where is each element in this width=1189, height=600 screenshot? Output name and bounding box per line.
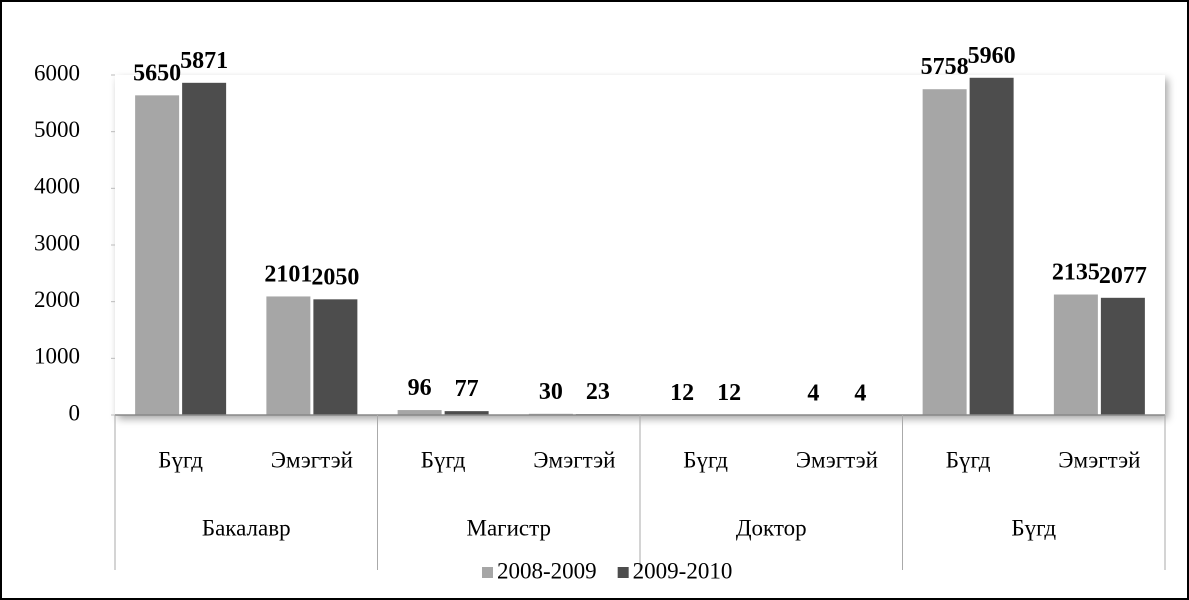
legend-swatch (617, 567, 629, 578)
value-label: 5758 (921, 54, 969, 80)
value-label: 2050 (311, 264, 359, 290)
legend-swatch (482, 567, 493, 578)
value-label: 77 (455, 376, 479, 402)
bar (134, 94, 181, 416)
x-tick-label: Бүгд (946, 447, 991, 472)
x-tick-label: Эмэгтэй (796, 447, 878, 472)
value-label: 12 (717, 380, 741, 406)
y-tick-label: 0 (69, 400, 81, 425)
value-label: 5650 (133, 60, 181, 86)
y-tick-label: 6000 (34, 60, 80, 85)
value-label: 12 (670, 380, 694, 406)
value-label: 5960 (968, 43, 1016, 69)
value-label: 2101 (264, 261, 312, 287)
y-tick-label: 1000 (34, 344, 80, 369)
x-tick-label: Бүгд (421, 447, 466, 472)
bar (1052, 293, 1099, 416)
bar (968, 76, 1015, 416)
y-tick-label: 3000 (34, 230, 80, 255)
group-label: Магистр (467, 515, 551, 540)
x-tick-label: Эмэгтэй (533, 447, 615, 472)
legend-label: 2009-2010 (633, 558, 733, 583)
y-tick-label: 4000 (34, 174, 80, 199)
x-tick-label: Бүгд (158, 447, 203, 472)
x-tick-label: Эмэгтэй (271, 447, 353, 472)
y-tick-label: 5000 (34, 117, 80, 142)
value-label: 23 (586, 379, 610, 405)
group-label: Бүгд (1011, 515, 1056, 540)
bar (396, 409, 443, 416)
value-label: 2135 (1052, 260, 1100, 286)
group-label: Доктор (736, 515, 807, 540)
x-tick-label: Эмэгтэй (1058, 447, 1140, 472)
value-label: 30 (539, 379, 563, 405)
y-tick-label: 2000 (34, 287, 80, 312)
group-label: Бакалавр (202, 515, 291, 540)
bar (265, 295, 312, 416)
value-label: 4 (807, 380, 819, 406)
bar (1099, 296, 1146, 416)
x-tick-label: Бүгд (683, 447, 728, 472)
value-label: 5871 (180, 48, 228, 74)
value-label: 2077 (1099, 263, 1147, 289)
bar (312, 298, 359, 416)
value-label: 96 (408, 375, 432, 401)
bar (921, 88, 968, 416)
legend-label: 2008-2009 (497, 558, 597, 583)
bar (181, 81, 228, 416)
value-label: 4 (854, 380, 866, 406)
